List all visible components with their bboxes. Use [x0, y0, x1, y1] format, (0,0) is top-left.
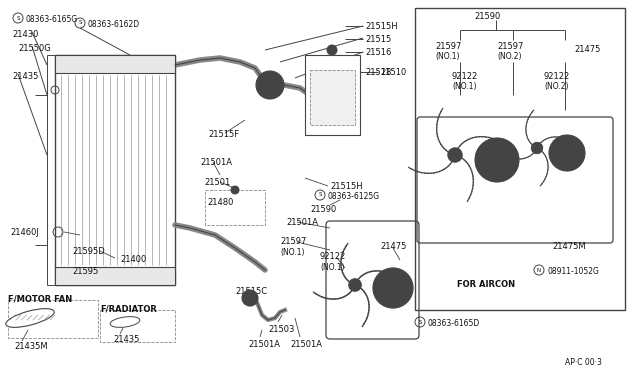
Bar	[8, 300, 98, 338]
Text: 21595D: 21595D	[72, 247, 105, 256]
Text: S: S	[419, 320, 422, 324]
Text: 21515H: 21515H	[365, 22, 397, 31]
Circle shape	[562, 148, 572, 158]
Text: 21501: 21501	[204, 178, 230, 187]
Bar	[55, 55, 175, 285]
Text: (NO.2): (NO.2)	[544, 82, 568, 91]
Bar	[415, 8, 625, 310]
Text: 21597: 21597	[497, 42, 524, 51]
Text: N: N	[537, 267, 541, 273]
Circle shape	[231, 186, 239, 194]
Circle shape	[373, 268, 413, 308]
Circle shape	[549, 135, 585, 171]
Circle shape	[246, 294, 254, 302]
Text: (NO.1): (NO.1)	[320, 263, 344, 272]
Circle shape	[475, 138, 519, 182]
Text: (NO.1): (NO.1)	[435, 52, 460, 61]
Circle shape	[490, 153, 504, 167]
Circle shape	[534, 145, 540, 151]
Text: 08363-6165D: 08363-6165D	[428, 319, 480, 328]
Bar	[205, 190, 265, 225]
Circle shape	[242, 290, 258, 306]
Text: 21475M: 21475M	[552, 242, 586, 251]
Text: 21518: 21518	[365, 68, 392, 77]
Text: S: S	[318, 192, 322, 198]
Text: 21515C: 21515C	[235, 287, 267, 296]
Text: 21510: 21510	[380, 68, 406, 77]
Circle shape	[256, 71, 284, 99]
Text: 92122: 92122	[544, 72, 570, 81]
Circle shape	[349, 279, 362, 291]
Text: 21475: 21475	[574, 45, 600, 54]
Circle shape	[556, 142, 578, 164]
Circle shape	[387, 282, 399, 294]
Bar	[55, 55, 175, 73]
Text: 21501A: 21501A	[290, 340, 322, 349]
Text: 21460J: 21460J	[10, 228, 39, 237]
Text: 21435M: 21435M	[14, 342, 47, 351]
Text: 21515F: 21515F	[208, 130, 239, 139]
Text: 21515: 21515	[365, 35, 391, 44]
Text: FOR AIRCON: FOR AIRCON	[457, 280, 515, 289]
Text: 21480: 21480	[207, 198, 234, 207]
Ellipse shape	[6, 309, 54, 327]
Bar	[310, 70, 355, 125]
Text: S: S	[78, 20, 82, 26]
Text: 21435: 21435	[113, 335, 140, 344]
Text: 21550G: 21550G	[18, 44, 51, 53]
Text: 21515H: 21515H	[330, 182, 363, 191]
Text: 21590: 21590	[474, 12, 500, 21]
Circle shape	[351, 282, 358, 288]
Text: 21503: 21503	[268, 325, 294, 334]
Text: 21400: 21400	[120, 255, 147, 264]
Text: 21595: 21595	[72, 267, 99, 276]
Text: 92122: 92122	[452, 72, 478, 81]
Text: 21597: 21597	[280, 237, 307, 246]
Text: 21590: 21590	[310, 205, 336, 214]
Circle shape	[448, 148, 462, 162]
Ellipse shape	[110, 317, 140, 327]
Text: 21501A: 21501A	[248, 340, 280, 349]
Text: 08911-1052G: 08911-1052G	[547, 267, 599, 276]
Text: 92122: 92122	[320, 252, 346, 261]
Circle shape	[381, 276, 405, 300]
Text: 21501A: 21501A	[200, 158, 232, 167]
Text: S: S	[16, 16, 20, 20]
Text: F/RADIATOR: F/RADIATOR	[100, 305, 157, 314]
Circle shape	[451, 151, 459, 159]
Circle shape	[483, 146, 511, 174]
Circle shape	[262, 77, 278, 93]
Text: (NO.2): (NO.2)	[497, 52, 522, 61]
Text: (NO.1): (NO.1)	[280, 248, 305, 257]
Bar	[55, 267, 175, 285]
Text: F/MOTOR FAN: F/MOTOR FAN	[8, 295, 72, 304]
Text: 21597: 21597	[435, 42, 461, 51]
Text: 08363-6165G: 08363-6165G	[26, 15, 78, 24]
Circle shape	[327, 45, 337, 55]
Circle shape	[531, 142, 543, 154]
Text: 08363-6125G: 08363-6125G	[328, 192, 380, 201]
Bar	[305, 55, 360, 135]
Bar	[100, 310, 175, 342]
Text: 21516: 21516	[365, 48, 392, 57]
Text: (NO.1): (NO.1)	[452, 82, 477, 91]
Text: 21475: 21475	[380, 242, 406, 251]
Text: 08363-6162D: 08363-6162D	[88, 20, 140, 29]
Text: 21435: 21435	[12, 72, 38, 81]
Text: AP·C 00·3: AP·C 00·3	[565, 358, 602, 367]
Text: 21501A: 21501A	[286, 218, 318, 227]
Text: 21430: 21430	[12, 30, 38, 39]
